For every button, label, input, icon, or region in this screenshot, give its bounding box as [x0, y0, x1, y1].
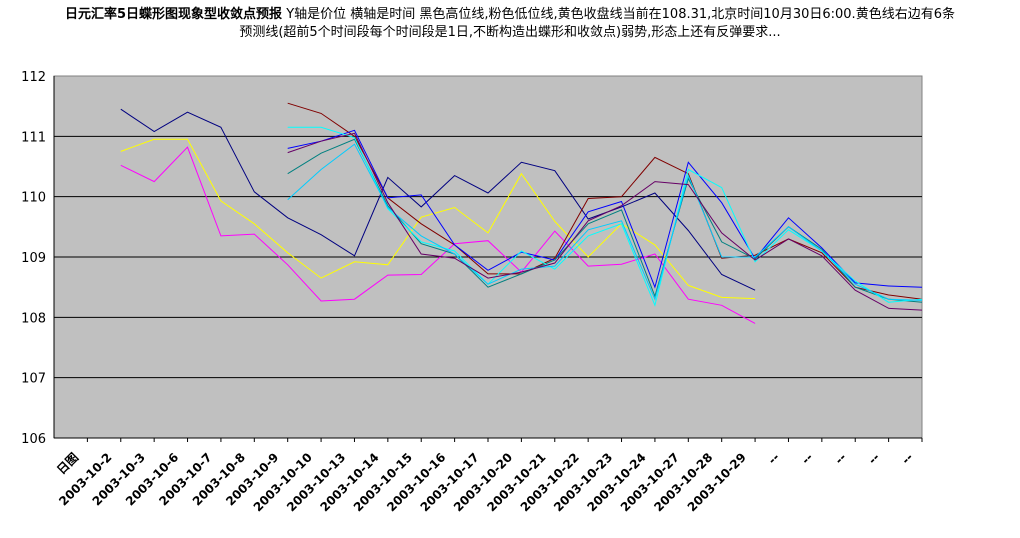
y-tick-label: 109: [21, 251, 46, 266]
y-tick-label: 110: [21, 191, 46, 206]
x-tick-label: --: [799, 450, 816, 467]
chart-title-bold: 日元汇率5日蝶形图现象型收敛点预报: [65, 7, 283, 22]
series-line-3: [120, 138, 756, 300]
y-tick-label: 106: [21, 432, 46, 447]
y-axis-ticks: 106 107 108 109 110 111 112: [21, 70, 46, 447]
x-axis-ticks: 日图2003-10-22003-10-32003-10-62003-10-720…: [54, 438, 923, 514]
x-tick-label: --: [832, 450, 849, 467]
y-tick-label: 108: [21, 311, 46, 326]
series-line-9: [287, 132, 923, 311]
series-line-8: [287, 143, 923, 301]
x-tick-label: --: [765, 450, 782, 467]
y-tick-label: 107: [21, 372, 46, 387]
chart-title-description: Y轴是价位 横轴是时间 黑色高位线,粉色低位线,黄色收盘线当前在108.31,北…: [239, 7, 955, 40]
x-tick-label: 日图: [54, 450, 81, 477]
series-line-4: [287, 102, 923, 300]
gridlines: [54, 135, 922, 379]
x-tick-label: 2003-10-29: [685, 450, 749, 514]
x-tick-label: --: [865, 450, 882, 467]
series-line-1: [120, 108, 756, 291]
series-layer: [120, 102, 923, 324]
y-tick-label: 112: [21, 70, 46, 85]
series-line-2: [120, 146, 756, 324]
x-tick-label: --: [899, 450, 916, 467]
series-line-5: [287, 129, 923, 289]
chart-title: 日元汇率5日蝶形图现象型收敛点预报 Y轴是价位 横轴是时间 黑色高位线,粉色低位…: [60, 6, 960, 42]
y-tick-label: 111: [21, 130, 46, 145]
